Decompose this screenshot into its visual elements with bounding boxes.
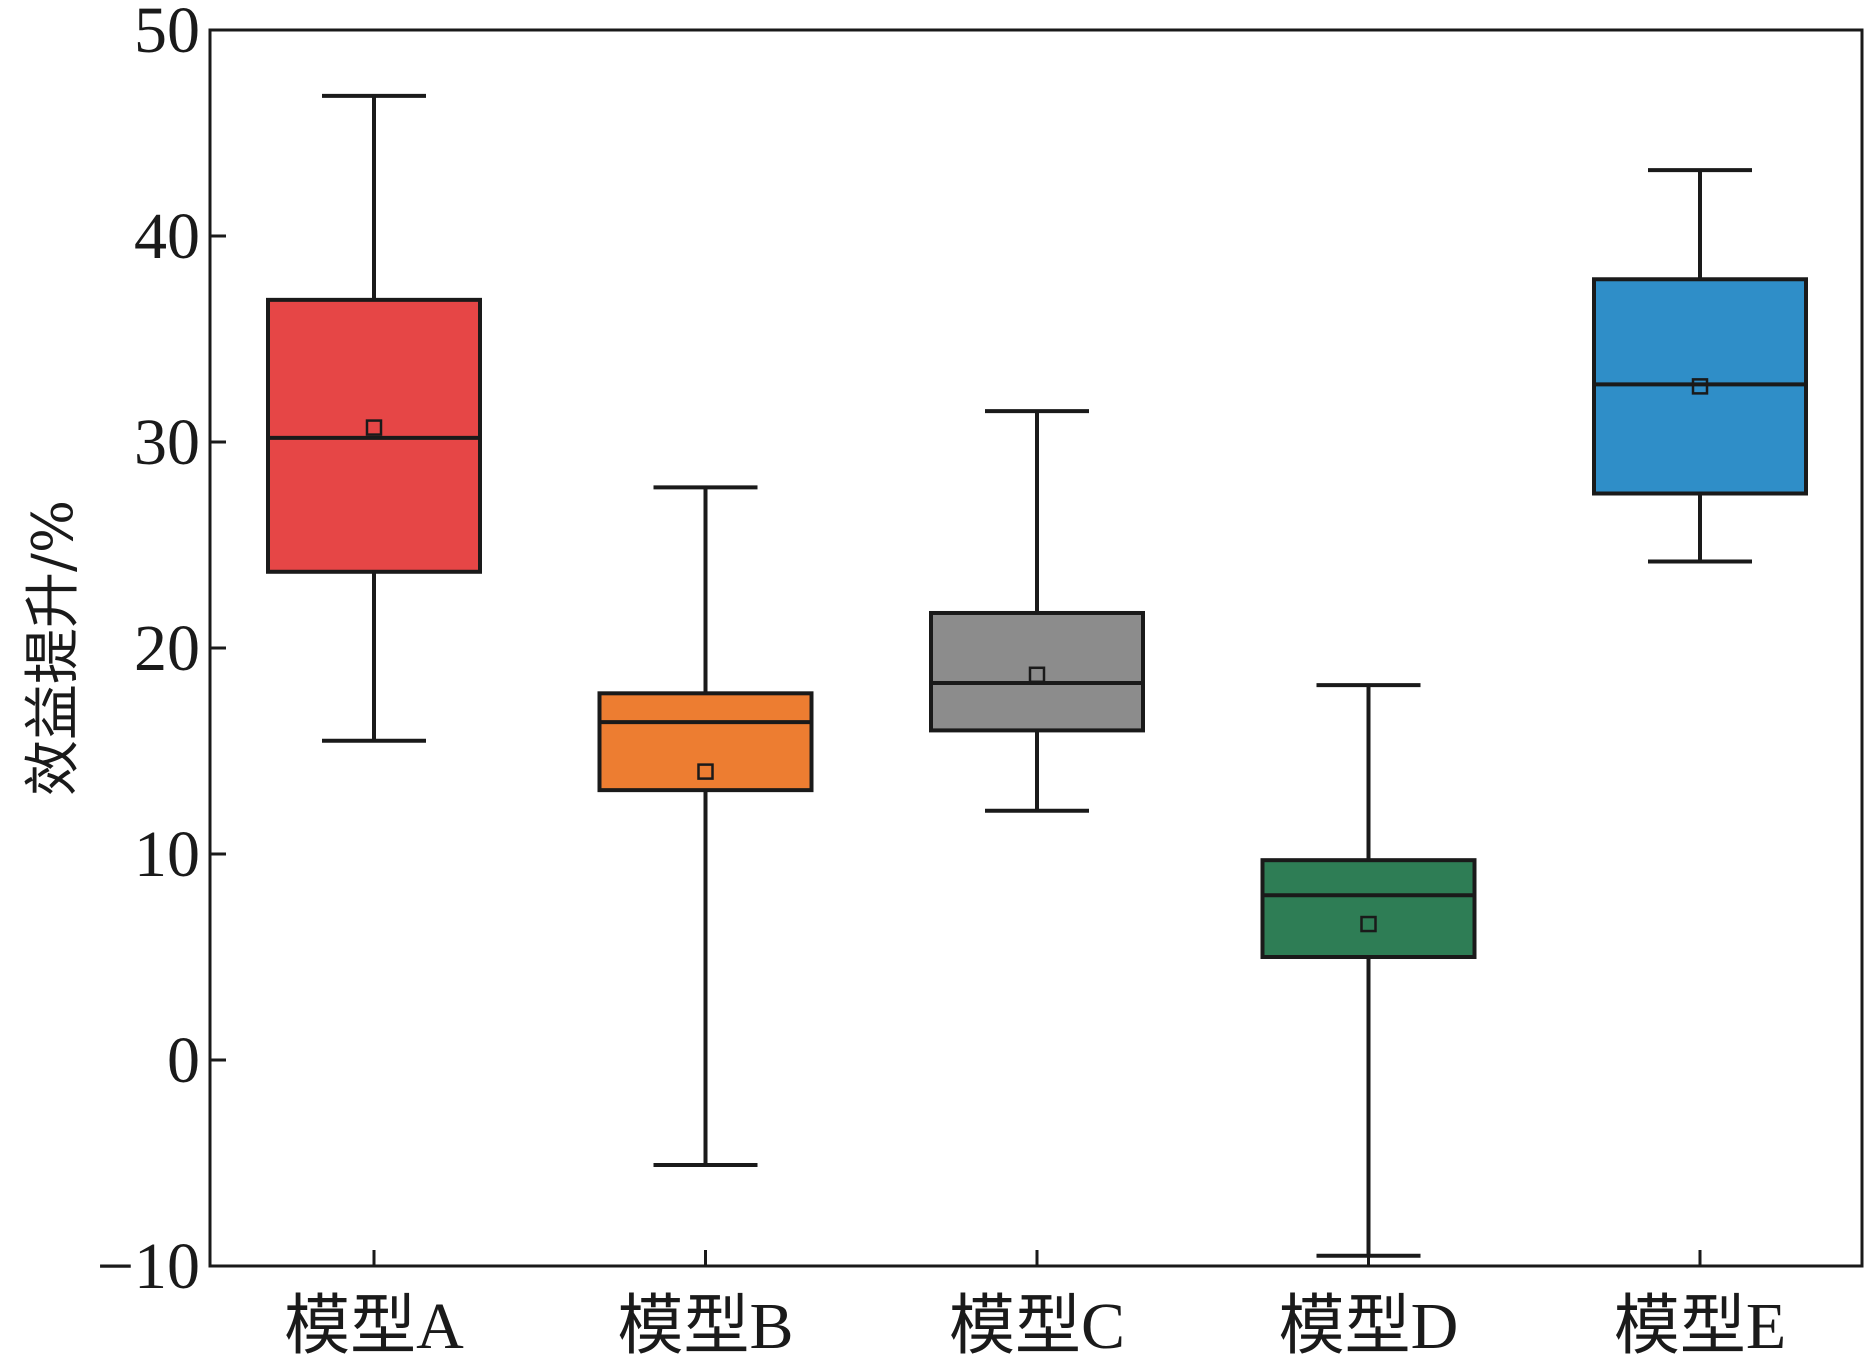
box-5 (1592, 168, 1808, 564)
x-tick-label: 模型B (617, 1290, 793, 1363)
x-tick-label: 模型D (1279, 1290, 1459, 1363)
y-tick-label: 10 (134, 818, 200, 891)
mean-marker (697, 763, 714, 780)
y-axis-label: 效益提升/% (21, 500, 86, 796)
mean-marker (1691, 378, 1709, 395)
y-tick-label: 40 (134, 200, 200, 273)
x-tick-label: 模型A (284, 1290, 464, 1363)
iqr-box (597, 691, 814, 793)
iqr-box (929, 610, 1145, 733)
x-tick-label: 模型C (949, 1290, 1125, 1363)
x-axis: 模型A 模型B 模型C 模型D 模型E (284, 1250, 1786, 1363)
y-tick-label: 0 (167, 1024, 200, 1097)
box-3 (929, 409, 1145, 813)
mean-marker (365, 419, 383, 436)
box-2 (597, 485, 814, 1168)
x-tick-label: 模型E (1614, 1290, 1786, 1363)
iqr-box (1592, 277, 1808, 496)
iqr-box (1260, 858, 1477, 959)
y-tick-label: 20 (134, 612, 200, 685)
boxes-layer (266, 93, 1808, 1258)
y-tick-label: 30 (134, 406, 200, 479)
y-tick-label: −10 (97, 1230, 200, 1303)
mean-marker (1360, 915, 1377, 933)
box-4 (1260, 683, 1477, 1258)
mean-marker (1028, 666, 1046, 684)
y-tick-label: 50 (134, 0, 200, 67)
box-1 (266, 93, 482, 743)
y-axis: −10 0 10 20 30 40 50 (97, 0, 226, 1303)
